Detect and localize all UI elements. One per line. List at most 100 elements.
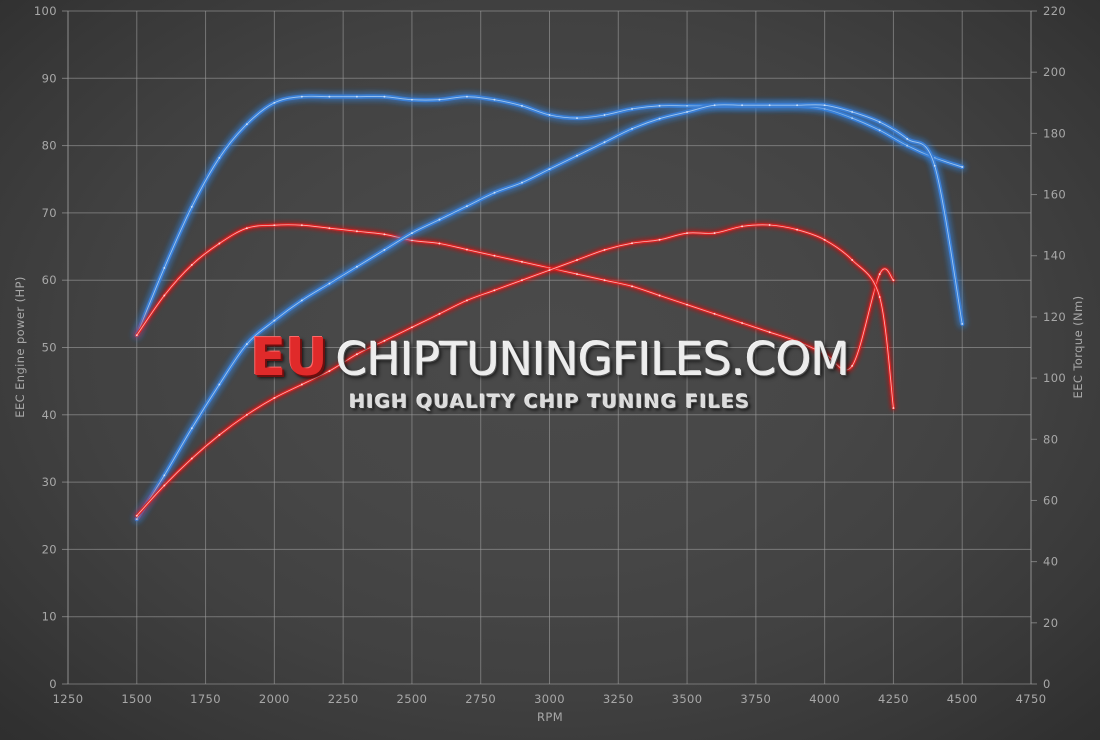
data-point (851, 117, 854, 120)
data-point (768, 224, 771, 226)
x-tick-label: 3500 (672, 692, 703, 706)
data-point (631, 242, 633, 245)
series-glow (134, 222, 896, 373)
data-point (438, 218, 441, 221)
data-point (961, 322, 964, 325)
y2-tick-label: 0 (1043, 677, 1051, 691)
data-point (878, 129, 881, 132)
series-2 (133, 101, 966, 523)
data-point (493, 98, 496, 101)
x-tick-label: 4500 (947, 692, 978, 706)
y-tick-label: 40 (42, 408, 57, 422)
y-tick-label: 20 (42, 542, 57, 556)
data-point (273, 397, 276, 399)
data-point (768, 104, 771, 107)
series-0 (133, 92, 966, 339)
data-point (135, 514, 138, 517)
data-point (878, 296, 881, 298)
data-point (878, 273, 881, 276)
data-point (300, 95, 303, 98)
data-point (686, 232, 689, 235)
data-point (686, 303, 689, 306)
axis-ticks (62, 10, 1037, 685)
data-point (521, 260, 523, 263)
data-point (273, 319, 276, 322)
y2-tick-label: 20 (1043, 616, 1058, 630)
x-tick-label: 4000 (809, 692, 840, 706)
data-point (218, 383, 221, 386)
data-point (438, 98, 441, 101)
data-point (823, 352, 826, 355)
data-point (768, 331, 771, 334)
data-point (576, 259, 578, 261)
data-point (548, 269, 551, 272)
series-1 (134, 222, 896, 373)
data-point (603, 248, 606, 251)
data-point (218, 434, 221, 436)
data-point (300, 299, 303, 302)
data-point (383, 339, 386, 342)
data-point (823, 238, 826, 241)
data-point (466, 205, 468, 208)
data-point (355, 353, 358, 356)
y2-tick-label: 40 (1043, 555, 1058, 569)
data-point (273, 224, 276, 227)
data-point (631, 127, 633, 130)
data-point (245, 343, 248, 346)
data-point (163, 474, 166, 477)
data-point (355, 265, 358, 268)
y2-tick-label: 200 (1043, 65, 1066, 79)
data-point (410, 326, 413, 329)
x-tick-label: 1250 (53, 692, 84, 706)
data-point (576, 154, 578, 157)
data-point (300, 383, 303, 386)
x-tick-label: 2750 (465, 692, 496, 706)
data-point (328, 227, 331, 230)
axis-tick-labels: 1250 1500 1750 2000 2250 2500 2750 3000 3250 3500… (34, 4, 1066, 706)
x-tick-label: 2250 (328, 692, 359, 706)
data-point (466, 299, 468, 302)
data-point (658, 238, 661, 241)
series-highlight (136, 224, 894, 517)
data-point (741, 322, 744, 324)
data-point (658, 294, 661, 297)
data-point (383, 248, 386, 251)
data-point (686, 104, 689, 107)
x-tick-label: 1500 (121, 692, 152, 706)
data-point (851, 259, 854, 261)
data-point (135, 518, 138, 521)
data-point (741, 104, 744, 107)
data-point (190, 427, 193, 430)
y-tick-label: 30 (42, 475, 57, 489)
data-point (823, 104, 826, 107)
data-point (218, 242, 221, 245)
data-point (466, 95, 468, 98)
data-point (961, 166, 964, 168)
data-point (355, 230, 358, 233)
data-point (521, 279, 523, 282)
data-point (410, 232, 413, 235)
data-point (163, 294, 166, 297)
y-tick-label: 100 (34, 4, 57, 18)
data-point (796, 228, 799, 231)
data-point (493, 289, 496, 292)
data-point (328, 95, 331, 98)
data-point (245, 413, 248, 416)
x-tick-label: 4250 (878, 692, 909, 706)
data-point (493, 191, 496, 194)
data-point (851, 111, 854, 113)
data-point (410, 98, 413, 101)
x-tick-label: 2000 (259, 692, 290, 706)
data-point (576, 117, 578, 120)
data-point (892, 407, 895, 410)
data-point (190, 263, 193, 266)
data-point (796, 104, 799, 107)
x-tick-label: 2500 (396, 692, 427, 706)
y2-tick-label: 60 (1043, 493, 1058, 507)
data-point (438, 242, 441, 245)
data-point (892, 279, 895, 282)
y-tick-label: 90 (42, 71, 57, 85)
data-point (548, 168, 551, 171)
